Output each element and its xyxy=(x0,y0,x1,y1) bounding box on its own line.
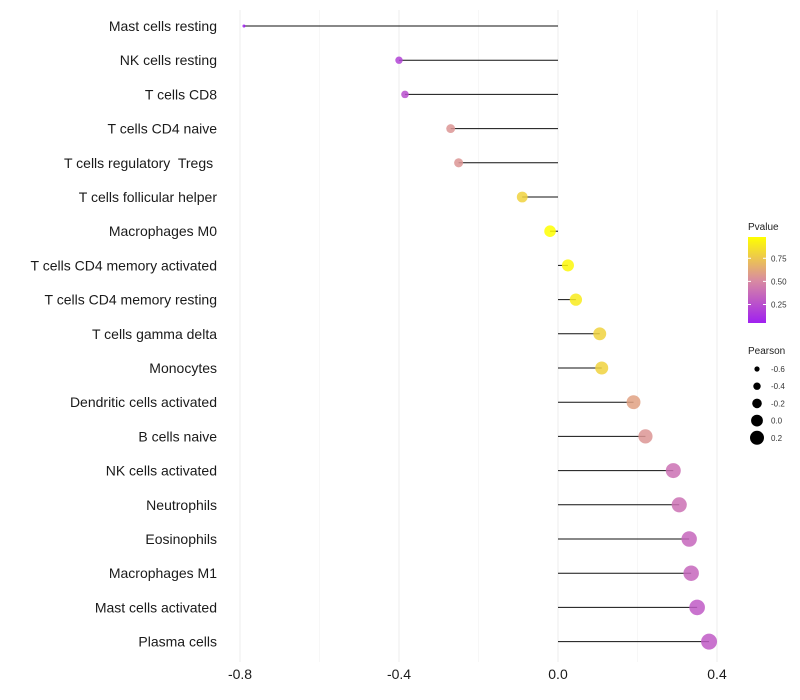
lollipop-dot xyxy=(593,327,607,341)
colorbar-tick-label: 0.25 xyxy=(771,301,787,310)
y-axis-label: T cells CD4 memory activated xyxy=(31,257,217,273)
y-axis-label: T cells follicular helper xyxy=(79,189,218,205)
y-axis-label: T cells CD8 xyxy=(145,86,217,102)
x-tick-label: 0.4 xyxy=(707,666,727,682)
lollipop-dot xyxy=(681,531,697,547)
y-axis-label: Eosinophils xyxy=(145,531,217,547)
lollipop-dot xyxy=(595,361,609,375)
pearson-legend-label: 0.2 xyxy=(771,434,783,443)
pearson-legend-title: Pearson xyxy=(748,346,785,357)
pearson-legend-label: -0.4 xyxy=(771,382,785,391)
colorbar-tick-label: 0.50 xyxy=(771,277,787,286)
lollipop-dot xyxy=(671,497,687,513)
lollipop-dot xyxy=(569,293,583,306)
y-axis-label: Dendritic cells activated xyxy=(70,394,217,410)
y-axis-label: Mast cells activated xyxy=(95,599,217,615)
y-axis-label: Mast cells resting xyxy=(109,18,217,34)
pearson-legend-dot xyxy=(750,430,764,445)
lollipop-dot xyxy=(454,158,464,168)
grid-lines xyxy=(239,10,718,662)
lollipop-dots xyxy=(242,24,718,650)
y-axis-label: Plasma cells xyxy=(138,634,217,650)
x-tick-label: 0.0 xyxy=(548,666,568,682)
x-tick-label: -0.8 xyxy=(228,666,252,682)
y-axis-label: Macrophages M0 xyxy=(109,223,217,239)
pearson-legend-dot xyxy=(751,414,763,427)
lollipop-dot xyxy=(701,633,718,650)
y-axis-labels: Mast cells resting NK cells resting T cell… xyxy=(31,18,218,650)
pearson-legend-label: -0.6 xyxy=(771,365,785,374)
y-axis-label: T cells regulatory Tregs xyxy=(64,155,217,171)
lollipop-dot xyxy=(544,225,556,237)
lollipop-dot xyxy=(689,599,705,616)
pearson-legend: Pearson -0.6 -0.4 -0.2 0.0 0.2 xyxy=(748,346,785,445)
lollipop-dot xyxy=(626,395,641,410)
y-axis-label: T cells gamma delta xyxy=(92,326,217,342)
y-axis-label: Monocytes xyxy=(149,360,217,376)
y-axis-label: T cells CD4 memory resting xyxy=(45,292,217,308)
x-tick-label: -0.4 xyxy=(387,666,411,682)
pearson-legend-dot xyxy=(752,398,762,409)
lollipop-dot xyxy=(242,24,246,28)
pearson-legend-label: -0.2 xyxy=(771,399,785,408)
lollipop-dot xyxy=(638,429,653,444)
lollipop-stems xyxy=(243,25,710,643)
pearson-legend-dot xyxy=(754,366,760,372)
lollipop-dot xyxy=(516,191,528,203)
pvalue-legend-title: Pvalue xyxy=(748,222,779,233)
pearson-legend-dot xyxy=(753,382,761,390)
pearson-legend-items: -0.6 -0.4 -0.2 0.0 0.2 xyxy=(750,365,785,445)
y-axis-label: B cells naive xyxy=(138,428,217,444)
y-axis-label: NK cells activated xyxy=(106,463,217,479)
pvalue-colorbar xyxy=(748,237,766,323)
pvalue-legend: Pvalue 0.25 0.50 0.75 xyxy=(748,222,787,323)
lollipop-dot xyxy=(665,463,681,479)
lollipop-dot xyxy=(446,124,456,134)
y-axis-label: Macrophages M1 xyxy=(109,565,217,581)
y-axis-label: Neutrophils xyxy=(146,497,217,513)
lollipop-dot xyxy=(561,259,574,272)
lollipop-dot xyxy=(683,565,699,581)
lollipop-dot xyxy=(395,56,403,64)
pearson-legend-label: 0.0 xyxy=(771,417,783,426)
pvalue-colorbar-ticks: 0.25 0.50 0.75 xyxy=(748,254,787,310)
colorbar-tick-label: 0.75 xyxy=(771,254,787,263)
y-axis-label: T cells CD4 naive xyxy=(108,121,218,137)
lollipop-dot xyxy=(401,90,409,99)
y-axis-label: NK cells resting xyxy=(120,52,217,68)
x-axis-ticks: -0.8 -0.4 0.0 0.4 xyxy=(228,666,727,682)
